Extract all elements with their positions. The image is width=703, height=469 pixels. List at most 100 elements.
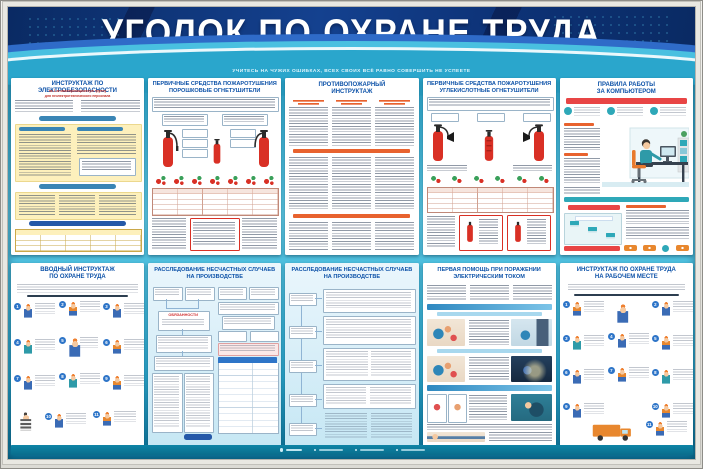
step-number: 9 <box>562 403 570 410</box>
cpr-scene-illustration <box>510 394 552 421</box>
step-item: 5 <box>651 335 693 350</box>
text-block <box>77 134 136 154</box>
step-number: 7 <box>14 375 21 382</box>
text-block <box>375 222 415 250</box>
eye-exercise-cell <box>675 245 689 251</box>
step-text <box>583 335 604 346</box>
text-block <box>426 165 467 171</box>
step-text <box>124 375 144 386</box>
text-block <box>426 424 552 430</box>
poster-title: ИНСТРУКТАЖ ПО ЭЛЕКТРОБЕЗОПАСНОСТИ <box>38 81 117 94</box>
worker-figure <box>660 403 671 418</box>
desk-marker <box>605 233 615 237</box>
flow-box-text <box>251 289 276 296</box>
flow-connector <box>315 399 323 400</box>
step-text <box>628 333 649 344</box>
poster-title: ЭЛЕКТРИЧЕСКИМ ТОКОМ <box>453 274 525 280</box>
duties-box <box>158 311 211 331</box>
stage-text <box>291 295 314 302</box>
step-item: 9 <box>562 403 604 418</box>
worker-figure <box>616 333 627 348</box>
banner-blue <box>426 304 552 310</box>
flow-box-text <box>156 358 211 367</box>
fire-extinguisher-icon <box>213 139 221 164</box>
step-item: 6 <box>103 339 144 354</box>
poster-powder-extinguishers: ПЕРВИЧНЫЕ СРЕДСТВА ПОЖАРОТУШЕНИЯ ПОРОШКО… <box>148 78 282 255</box>
worker-figure <box>112 303 122 318</box>
poster-title: ПРАВИЛА РАБОТЫ <box>597 82 655 88</box>
text-block <box>468 395 507 420</box>
stage-box <box>289 360 318 373</box>
flow-connector <box>315 428 323 429</box>
detail-text <box>371 413 413 439</box>
usage-pictogram <box>262 173 276 186</box>
step-item: 10 <box>45 413 86 428</box>
poster-introductory-briefing: ВВОДНЫЙ ИНСТРУКТАЖ ПО ОХРАНЕ ТРУДА 1 2 3… <box>11 263 145 446</box>
step-text <box>80 301 100 312</box>
worker-figure <box>23 339 33 354</box>
text-block <box>469 285 509 301</box>
footer-pill <box>184 434 213 440</box>
worker-figure <box>68 301 78 316</box>
eye-exercise-cell <box>643 245 657 251</box>
worker-figure <box>102 411 112 426</box>
poster-title: ЗА КОМПЬЮТЕРОМ <box>596 89 656 95</box>
poster-title: НА ПРОИЗВОДСТВЕ <box>186 274 243 280</box>
detail-text <box>326 351 369 376</box>
detail-text <box>326 292 412 308</box>
step-text <box>80 373 100 384</box>
stage-box <box>289 394 318 407</box>
section-header-pill <box>29 221 126 226</box>
phone-icon <box>395 448 398 452</box>
sub-banner <box>436 349 542 353</box>
section-header-pill <box>39 184 116 189</box>
text-block <box>154 99 276 108</box>
flow-connector <box>315 298 323 299</box>
text-block <box>332 107 372 146</box>
step-number: 2 <box>59 301 66 308</box>
text-block <box>332 157 372 210</box>
step-text <box>114 411 136 422</box>
poster-computer-rules: ПРАВИЛА РАБОТЫ ЗА КОМПЬЮТЕРОМ <box>559 78 694 255</box>
label-tag <box>182 149 209 158</box>
poster-title: ПОРОШКОВЫЕ ОГНЕТУШИТЕЛИ <box>168 88 261 94</box>
step-text <box>672 335 693 346</box>
text-block <box>164 116 205 122</box>
step-text <box>35 375 55 386</box>
worker-figure <box>23 375 33 390</box>
flow-box-text <box>220 304 276 311</box>
poster-workplace-briefing: ИНСТРУКТАЖ ПО ОХРАНЕ ТРУДА НА РАБОЧЕМ МЕ… <box>559 263 694 446</box>
stage-box <box>289 326 318 339</box>
flow-connector <box>198 299 199 308</box>
step-item: 7 <box>607 367 649 382</box>
section-band-orange <box>293 149 411 153</box>
poster-subtitle: для неэлектротехнического персонала <box>44 93 111 98</box>
step-text <box>666 421 687 432</box>
label-tag <box>230 129 257 138</box>
stage-box <box>289 293 318 306</box>
banner-red <box>565 98 687 104</box>
room-layout-diagram <box>563 213 622 245</box>
text-block <box>428 99 550 107</box>
workstation-illustration <box>601 127 689 187</box>
label-tag <box>182 139 209 148</box>
text-block <box>152 218 187 250</box>
text-block <box>19 195 55 215</box>
poster-title: ПО ОХРАНЕ ТРУДА <box>49 274 106 280</box>
step-number: 3 <box>562 335 570 342</box>
text-block <box>426 216 455 248</box>
text-block <box>289 107 329 146</box>
rescue-scene-illustration <box>426 319 465 346</box>
poster-co2-extinguishers: ПЕРВИЧНЫЕ СРЕДСТВА ПОЖАРОТУШЕНИЯ УГЛЕКИС… <box>422 78 556 255</box>
worker-figure <box>571 301 582 316</box>
poster-title: ПЕРВИЧНЫЕ СРЕДСТВА ПОЖАРОТУШЕНИЯ <box>427 81 552 87</box>
step-text <box>35 303 55 314</box>
step-text <box>35 339 55 350</box>
step-number: 11 <box>645 421 653 428</box>
detail-text <box>370 387 412 404</box>
poster-accident-investigation-duties: РАССЛЕДОВАНИЕ НЕСЧАСТНЫХ СЛУЧАЕВ НА ПРОИ… <box>148 263 282 446</box>
table-header <box>218 357 278 363</box>
worker-figure <box>660 369 671 384</box>
poster-fire-briefing: ПРОТИВОПОЖАРНЫЙ ИНСТРУКТАЖ <box>285 78 419 255</box>
step-text <box>124 303 144 314</box>
